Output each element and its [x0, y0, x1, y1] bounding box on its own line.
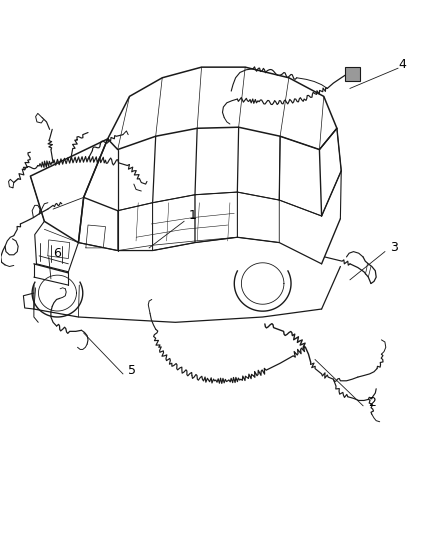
Text: 3: 3 — [390, 241, 398, 254]
Text: 1: 1 — [189, 209, 197, 222]
Text: 2: 2 — [368, 395, 376, 409]
Text: 5: 5 — [128, 364, 136, 377]
FancyBboxPatch shape — [345, 67, 360, 82]
Text: 6: 6 — [53, 247, 61, 260]
Text: 4: 4 — [399, 58, 406, 71]
